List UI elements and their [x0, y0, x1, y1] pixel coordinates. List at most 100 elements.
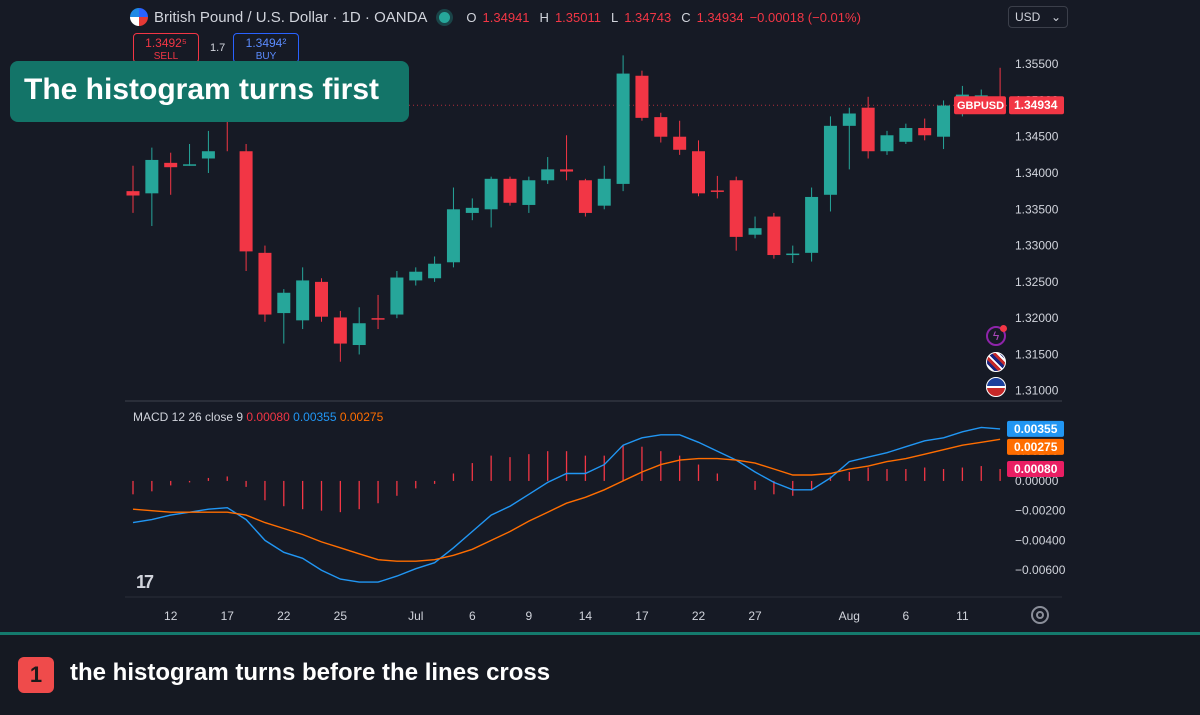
candle-body — [446, 209, 460, 263]
settings-gear-icon[interactable] — [1031, 606, 1049, 624]
hist-value-tag-bg — [1007, 461, 1064, 478]
candle-body — [767, 216, 781, 256]
uk-flag-icon[interactable] — [986, 352, 1006, 372]
macd-axis-label: −0.00400 — [1015, 533, 1066, 547]
candle-body — [126, 191, 140, 196]
symbol-header: British Pound / U.S. Dollar · 1D · OANDA… — [130, 6, 861, 28]
time-axis-label: 17 — [221, 609, 235, 623]
hist-value-tag: 0.00080 — [1014, 462, 1058, 476]
sell-button[interactable]: 1.3492⁵ SELL — [133, 33, 199, 63]
candle-body — [918, 128, 932, 136]
price-axis-label: 1.34000 — [1015, 166, 1059, 180]
candle-body — [164, 162, 178, 168]
time-axis-label: 22 — [692, 609, 706, 623]
step-badge: 1 — [18, 657, 54, 693]
symbol-tag: GBPUSD — [957, 100, 1004, 112]
candle-body — [183, 164, 197, 166]
candle-body — [823, 125, 837, 195]
candle-body — [654, 117, 668, 137]
time-axis-label: 27 — [748, 609, 762, 623]
spread-value: 1.7 — [210, 42, 226, 54]
ohlc-high-value: 1.35011 — [554, 9, 601, 25]
candle-body — [560, 169, 574, 172]
signal-line — [132, 438, 1001, 562]
candle-body — [522, 180, 536, 205]
candle-body — [937, 105, 951, 137]
currency-flag-icon — [130, 8, 148, 26]
candle-body — [842, 113, 856, 126]
ohlc-low-key: L — [610, 9, 619, 25]
candle-body — [616, 73, 630, 184]
us-flag-icon[interactable] — [986, 377, 1006, 397]
buy-price: 1.3494² — [245, 36, 287, 50]
chevron-down-icon: ⌄ — [1050, 10, 1061, 24]
time-axis-label: 6 — [469, 609, 476, 623]
candle-body — [484, 178, 498, 210]
time-axis-label: 22 — [277, 609, 291, 623]
candle-body — [428, 263, 442, 279]
ohlc-close-key: C — [681, 9, 691, 25]
buy-label: BUY — [255, 51, 277, 62]
chart-canvas[interactable]: 1.355001.350001.345001.340001.335001.330… — [0, 0, 1200, 632]
price-axis-label: 1.33000 — [1015, 239, 1059, 253]
time-axis-label: 9 — [526, 609, 533, 623]
candle-body — [710, 190, 724, 192]
candle-body — [145, 159, 159, 194]
ohlc-low-value: 1.34743 — [624, 9, 672, 25]
candle-body — [673, 136, 687, 150]
ohlc-open-value: 1.34941 — [482, 9, 530, 25]
macd-legend-hist: 0.00080 — [246, 410, 290, 424]
macd-value-tag-bg — [1007, 420, 1064, 437]
step-caption: the histogram turns before the lines cro… — [70, 659, 551, 686]
candle-body — [635, 75, 649, 118]
candle-body — [578, 180, 592, 213]
price-axis-label: 1.33500 — [1015, 202, 1059, 216]
time-axis-label: 25 — [334, 609, 348, 623]
time-axis-label: 17 — [635, 609, 649, 623]
macd-axis-label: −0.00600 — [1015, 563, 1066, 577]
lightning-icon[interactable]: ϟ — [986, 325, 1007, 346]
chart-area[interactable]: 1.355001.350001.345001.340001.335001.330… — [0, 0, 1200, 632]
candle-body — [541, 169, 555, 181]
symbol-title[interactable]: British Pound / U.S. Dollar · 1D · OANDA — [154, 8, 428, 26]
price-change: −0.00018 (−0.01%) — [749, 9, 861, 25]
signal-value-tag: 0.00275 — [1014, 440, 1058, 454]
macd-legend-macd: 0.00355 — [293, 410, 337, 424]
time-axis-label: Jul — [408, 609, 423, 623]
price-axis-label: 1.34500 — [1015, 130, 1059, 144]
candle-body — [748, 228, 762, 235]
candle-body — [352, 323, 366, 346]
candle-body — [974, 95, 988, 97]
tradingview-logo: 17 — [136, 572, 154, 592]
macd-legend-signal: 0.00275 — [339, 410, 384, 424]
price-axis-label: 1.32000 — [1015, 311, 1059, 325]
candle-body — [315, 281, 328, 317]
macd-legend[interactable]: MACD 12 26 close 9 0.00080 0.00355 0.002… — [133, 410, 383, 424]
buy-button[interactable]: 1.3494² BUY — [233, 33, 299, 63]
time-axis-label: 12 — [164, 609, 178, 623]
candle-body — [786, 253, 800, 256]
last-price-tag: 1.34934 — [1014, 98, 1058, 112]
candle-body — [239, 151, 253, 252]
currency-select[interactable]: USD ⌄ — [1008, 6, 1068, 28]
candle-body — [597, 178, 611, 206]
candle-body — [692, 151, 705, 194]
macd-line — [132, 426, 1001, 583]
price-axis-label: 1.31000 — [1015, 384, 1059, 398]
ohlc-high-key: H — [539, 9, 549, 25]
candle-body — [390, 277, 404, 315]
candle-body — [201, 151, 215, 159]
caption-bar: 1 the histogram turns before the lines c… — [0, 632, 1200, 715]
sell-label: SELL — [153, 51, 179, 62]
symbol-tag-bg — [954, 96, 1006, 115]
price-axis-label: 1.35500 — [1015, 57, 1059, 71]
sell-price: 1.3492⁵ — [145, 36, 187, 50]
candle-body — [409, 271, 423, 281]
candle-body — [805, 196, 819, 253]
time-axis-label: 11 — [956, 609, 969, 623]
candle-body — [371, 318, 385, 320]
candle-body — [880, 135, 894, 152]
candle-body — [465, 207, 479, 213]
time-axis-label: Aug — [839, 609, 860, 623]
signal-value-tag-bg — [1007, 438, 1064, 455]
